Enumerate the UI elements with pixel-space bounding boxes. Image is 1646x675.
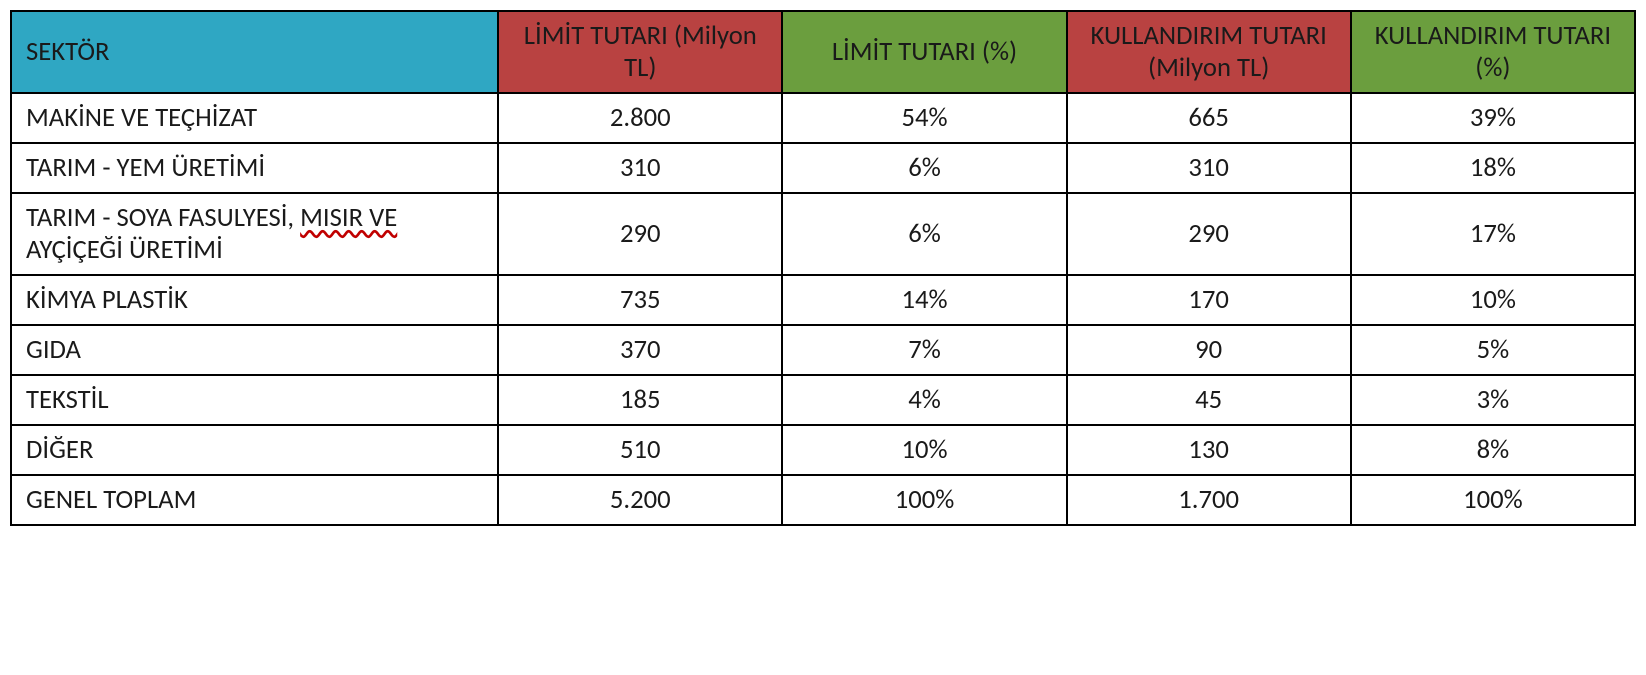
cell-usage-amount: 130 xyxy=(1067,425,1351,475)
sector-table: SEKTÖR LİMİT TUTARI (Milyon TL) LİMİT TU… xyxy=(10,10,1636,526)
cell-limit-amount: 735 xyxy=(498,275,782,325)
cell-limit-amount: 2.800 xyxy=(498,93,782,143)
cell-limit-pct: 100% xyxy=(782,475,1066,525)
cell-usage-amount: 290 xyxy=(1067,193,1351,275)
cell-limit-amount: 370 xyxy=(498,325,782,375)
table-header: SEKTÖR LİMİT TUTARI (Milyon TL) LİMİT TU… xyxy=(11,11,1635,93)
cell-limit-amount: 5.200 xyxy=(498,475,782,525)
cell-usage-amount: 170 xyxy=(1067,275,1351,325)
cell-usage-pct: 5% xyxy=(1351,325,1635,375)
cell-limit-pct: 7% xyxy=(782,325,1066,375)
cell-sector: KİMYA PLASTİK xyxy=(11,275,498,325)
table-row: DİĞER51010%1308% xyxy=(11,425,1635,475)
cell-usage-amount: 665 xyxy=(1067,93,1351,143)
sector-text: TARIM - SOYA FASULYESİ, xyxy=(26,202,300,234)
cell-usage-amount: 1.700 xyxy=(1067,475,1351,525)
cell-usage-amount: 310 xyxy=(1067,143,1351,193)
cell-limit-amount: 510 xyxy=(498,425,782,475)
header-limit-pct: LİMİT TUTARI (%) xyxy=(782,11,1066,93)
cell-usage-pct: 39% xyxy=(1351,93,1635,143)
table-row: GIDA3707%905% xyxy=(11,325,1635,375)
cell-sector: DİĞER xyxy=(11,425,498,475)
table-row: TARIM - YEM ÜRETİMİ3106%31018% xyxy=(11,143,1635,193)
cell-limit-amount: 310 xyxy=(498,143,782,193)
cell-limit-pct: 10% xyxy=(782,425,1066,475)
cell-sector: TEKSTİL xyxy=(11,375,498,425)
cell-limit-pct: 14% xyxy=(782,275,1066,325)
cell-sector: TARIM - YEM ÜRETİMİ xyxy=(11,143,498,193)
cell-limit-pct: 6% xyxy=(782,143,1066,193)
cell-usage-pct: 100% xyxy=(1351,475,1635,525)
table-row: TARIM - SOYA FASULYESİ, MISIR VE AYÇİÇEĞ… xyxy=(11,193,1635,275)
cell-limit-pct: 6% xyxy=(782,193,1066,275)
sector-text: AYÇİÇEĞİ ÜRETİMİ xyxy=(26,234,223,266)
cell-limit-amount: 290 xyxy=(498,193,782,275)
header-row: SEKTÖR LİMİT TUTARI (Milyon TL) LİMİT TU… xyxy=(11,11,1635,93)
cell-limit-pct: 4% xyxy=(782,375,1066,425)
header-usage-amount: KULLANDIRIM TUTARI (Milyon TL) xyxy=(1067,11,1351,93)
cell-sector: TARIM - SOYA FASULYESİ, MISIR VE AYÇİÇEĞ… xyxy=(11,193,498,275)
cell-usage-amount: 90 xyxy=(1067,325,1351,375)
table-row: KİMYA PLASTİK73514%17010% xyxy=(11,275,1635,325)
header-sector: SEKTÖR xyxy=(11,11,498,93)
header-usage-pct: KULLANDIRIM TUTARI (%) xyxy=(1351,11,1635,93)
cell-usage-amount: 45 xyxy=(1067,375,1351,425)
cell-usage-pct: 3% xyxy=(1351,375,1635,425)
table-row: MAKİNE VE TEÇHİZAT2.80054%66539% xyxy=(11,93,1635,143)
table-row: TEKSTİL1854%453% xyxy=(11,375,1635,425)
sector-text-underlined: MISIR VE xyxy=(300,202,397,234)
cell-limit-pct: 54% xyxy=(782,93,1066,143)
cell-sector: GIDA xyxy=(11,325,498,375)
header-limit-amount: LİMİT TUTARI (Milyon TL) xyxy=(498,11,782,93)
cell-limit-amount: 185 xyxy=(498,375,782,425)
cell-usage-pct: 8% xyxy=(1351,425,1635,475)
cell-sector: GENEL TOPLAM xyxy=(11,475,498,525)
cell-usage-pct: 17% xyxy=(1351,193,1635,275)
cell-usage-pct: 10% xyxy=(1351,275,1635,325)
cell-usage-pct: 18% xyxy=(1351,143,1635,193)
table-row: GENEL TOPLAM5.200100%1.700100% xyxy=(11,475,1635,525)
table-body: MAKİNE VE TEÇHİZAT2.80054%66539%TARIM - … xyxy=(11,93,1635,525)
cell-sector: MAKİNE VE TEÇHİZAT xyxy=(11,93,498,143)
